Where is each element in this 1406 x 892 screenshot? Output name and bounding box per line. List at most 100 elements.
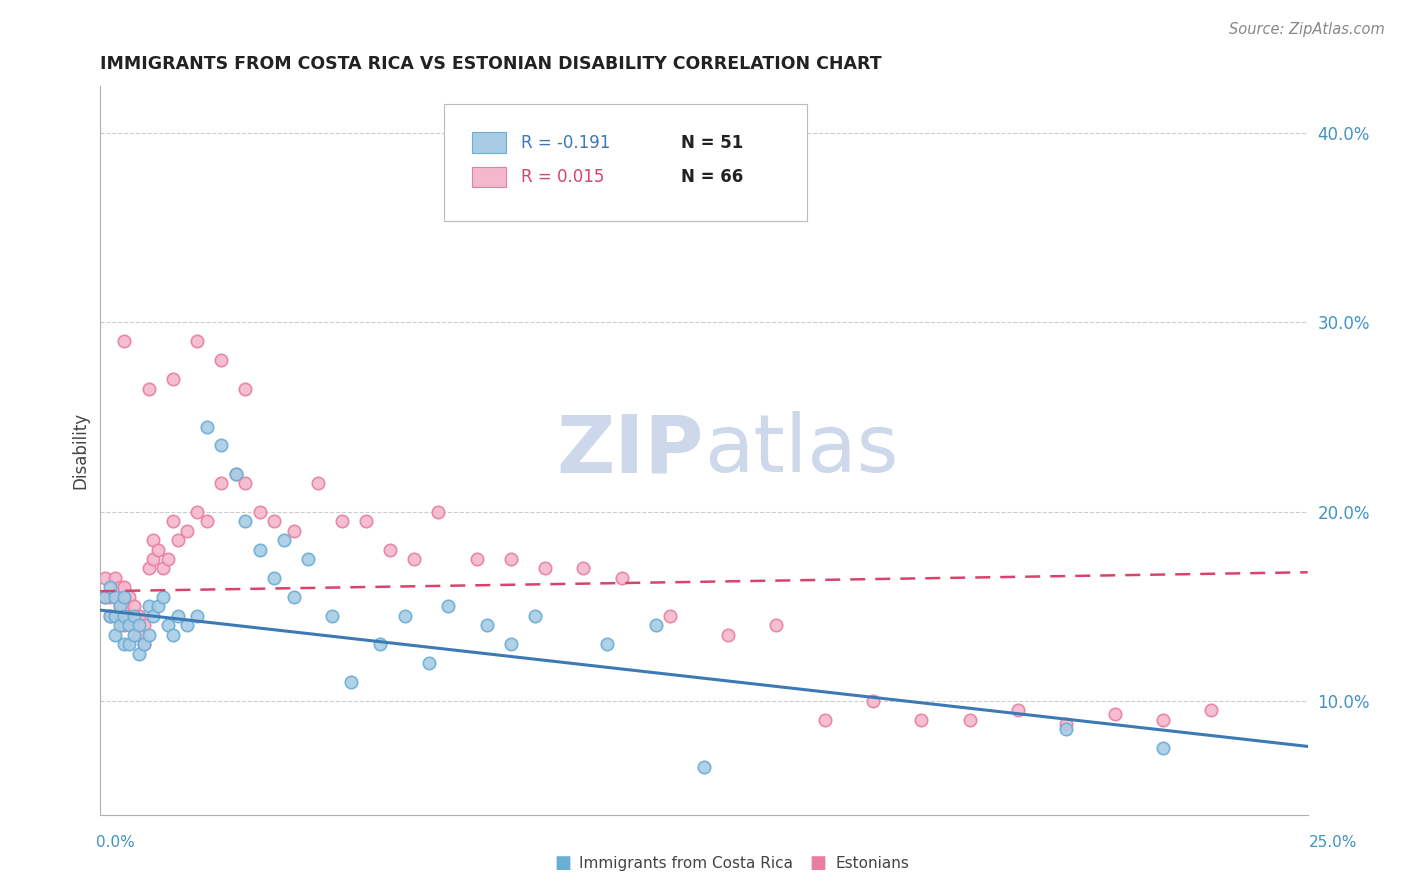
- Point: [814, 713, 837, 727]
- Point: [1007, 703, 1029, 717]
- FancyBboxPatch shape: [444, 104, 807, 220]
- Point: [108, 599, 131, 614]
- Point: [273, 533, 295, 547]
- Point: [118, 608, 141, 623]
- Text: Source: ZipAtlas.com: Source: ZipAtlas.com: [1229, 22, 1385, 37]
- Point: [233, 476, 256, 491]
- Text: Estonians: Estonians: [835, 856, 910, 871]
- Point: [437, 599, 460, 614]
- Point: [152, 561, 174, 575]
- Point: [209, 476, 232, 491]
- Point: [142, 608, 165, 623]
- Point: [1152, 741, 1174, 756]
- Point: [114, 334, 136, 349]
- Text: ■: ■: [810, 855, 827, 872]
- Point: [195, 514, 218, 528]
- Point: [98, 581, 121, 595]
- Point: [1152, 713, 1174, 727]
- Point: [330, 514, 353, 528]
- Point: [114, 618, 136, 632]
- Point: [186, 505, 208, 519]
- Point: [138, 599, 160, 614]
- Point: [114, 608, 136, 623]
- Point: [1054, 716, 1077, 731]
- Point: [910, 713, 932, 727]
- Point: [378, 542, 401, 557]
- Text: N = 51: N = 51: [681, 134, 744, 152]
- Point: [114, 599, 136, 614]
- Point: [138, 382, 160, 396]
- Point: [122, 599, 145, 614]
- Point: [209, 353, 232, 368]
- Point: [307, 476, 329, 491]
- Point: [610, 571, 633, 585]
- Point: [94, 590, 117, 604]
- Point: [142, 533, 165, 547]
- Point: [114, 590, 136, 604]
- Point: [283, 524, 305, 538]
- Point: [644, 618, 666, 632]
- FancyBboxPatch shape: [472, 167, 506, 187]
- Point: [98, 590, 121, 604]
- Point: [148, 599, 170, 614]
- Text: 0.0%: 0.0%: [96, 836, 135, 850]
- Point: [108, 599, 131, 614]
- Text: IMMIGRANTS FROM COSTA RICA VS ESTONIAN DISABILITY CORRELATION CHART: IMMIGRANTS FROM COSTA RICA VS ESTONIAN D…: [100, 55, 882, 73]
- Text: 25.0%: 25.0%: [1309, 836, 1357, 850]
- Point: [132, 637, 155, 651]
- Point: [475, 618, 498, 632]
- Point: [128, 628, 150, 642]
- Point: [122, 618, 145, 632]
- Point: [1199, 703, 1222, 717]
- Point: [98, 608, 121, 623]
- Point: [209, 438, 232, 452]
- Point: [162, 514, 184, 528]
- Point: [128, 608, 150, 623]
- Point: [370, 637, 392, 651]
- Point: [186, 608, 208, 623]
- Point: [114, 581, 136, 595]
- Point: [156, 552, 179, 566]
- Point: [138, 561, 160, 575]
- Point: [118, 637, 141, 651]
- Point: [162, 372, 184, 386]
- Point: [427, 505, 450, 519]
- Point: [132, 637, 155, 651]
- Point: [765, 618, 787, 632]
- Point: [128, 618, 150, 632]
- Point: [122, 628, 145, 642]
- Point: [176, 524, 198, 538]
- Point: [249, 542, 271, 557]
- Point: [693, 760, 716, 774]
- Point: [142, 552, 165, 566]
- Point: [225, 467, 247, 481]
- Point: [321, 608, 343, 623]
- Point: [263, 571, 285, 585]
- Point: [233, 382, 256, 396]
- Point: [297, 552, 319, 566]
- Y-axis label: Disability: Disability: [72, 411, 89, 489]
- Point: [283, 590, 305, 604]
- Point: [572, 561, 595, 575]
- Point: [717, 628, 740, 642]
- Point: [94, 590, 117, 604]
- Point: [225, 467, 247, 481]
- Point: [499, 637, 522, 651]
- Point: [108, 618, 131, 632]
- Point: [233, 514, 256, 528]
- Point: [354, 514, 377, 528]
- Point: [104, 590, 127, 604]
- Point: [186, 334, 208, 349]
- Point: [98, 608, 121, 623]
- Point: [114, 637, 136, 651]
- Point: [524, 608, 547, 623]
- Point: [249, 505, 271, 519]
- FancyBboxPatch shape: [472, 132, 506, 153]
- Point: [156, 618, 179, 632]
- Point: [959, 713, 981, 727]
- Point: [1054, 723, 1077, 737]
- Point: [176, 618, 198, 632]
- Point: [499, 552, 522, 566]
- Point: [533, 561, 555, 575]
- Point: [128, 647, 150, 661]
